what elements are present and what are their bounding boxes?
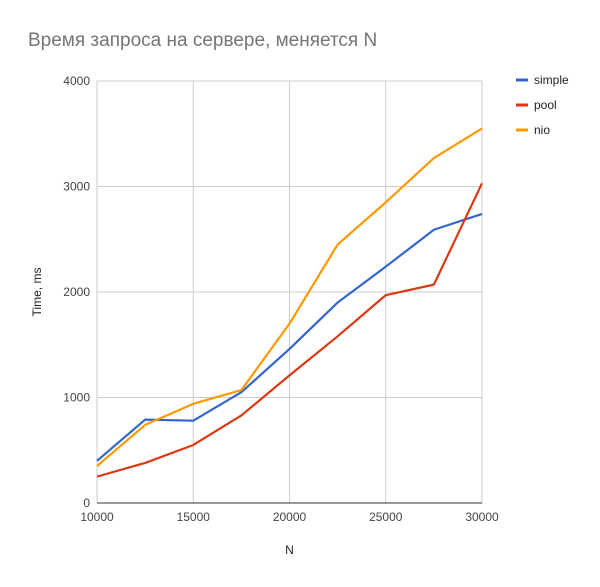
x-axis-label: N — [285, 543, 294, 557]
y-tick-label: 2000 — [63, 285, 90, 299]
legend-label-pool: pool — [534, 98, 557, 112]
series-line-simple — [96, 212, 483, 462]
x-tick-label: 25000 — [369, 510, 403, 524]
y-tick-label: 1000 — [63, 391, 90, 405]
y-tick-label: 4000 — [63, 74, 90, 88]
series-line-nio — [96, 127, 483, 467]
y-tick-label: 0 — [83, 496, 90, 510]
legend-label-simple: simple — [534, 73, 569, 87]
x-tick-label: 30000 — [465, 510, 499, 524]
chart-title: Время запроса на сервере, меняется N — [28, 30, 378, 51]
x-tick-label: 10000 — [80, 510, 114, 524]
legend: simple pool nio — [516, 73, 569, 137]
y-tick-label: 3000 — [63, 180, 90, 194]
grid — [96, 80, 483, 503]
series-lines — [96, 127, 483, 478]
x-tick-label: 20000 — [273, 510, 307, 524]
y-axis-label: Time, ms — [30, 268, 44, 317]
x-tick-label: 15000 — [177, 510, 211, 524]
axes: 0 1000 2000 3000 4000 10000 15000 20000 25000 300… — [63, 74, 499, 524]
legend-label-nio: nio — [534, 123, 550, 137]
series-line-pool — [96, 182, 483, 478]
